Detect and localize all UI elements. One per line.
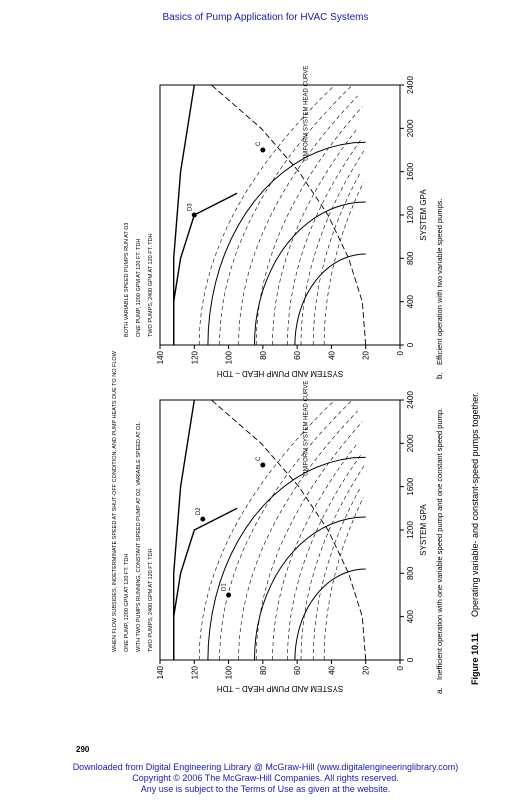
x-tick-label: 1200: [406, 521, 415, 539]
chart-b: 0 400 800 1200 1600 2000 2400 0 20 40 60 80 100 120 14…: [124, 66, 444, 379]
y-axis-label: SYSTEM AND PUMP HEAD – TDH: [217, 684, 344, 693]
x-tick-label: 2000: [406, 434, 415, 452]
x-tick-label: 2000: [406, 119, 415, 137]
subfigure-caption: Efficient operation with two variable sp…: [435, 198, 444, 365]
chart-note: WITH TWO PUMPS RUNNING, CONSTANT SPEED P…: [136, 421, 142, 652]
y-tick-label: 120: [190, 665, 199, 679]
x-tick-label: 400: [406, 294, 415, 308]
figure-number: Figure 10.11: [470, 633, 480, 685]
iso-speed-curve: [300, 149, 365, 346]
iso-speed-curve: [272, 443, 358, 661]
x-tick-label: 1600: [406, 477, 415, 495]
operating-point: [226, 592, 232, 598]
operating-point-label: D2: [196, 507, 202, 515]
footer-line-3: Any use is subject to the Terms of Use a…: [140, 784, 391, 794]
series-line: [173, 399, 195, 660]
x-tick-label: 0: [406, 657, 415, 662]
subfigure-letter: b.: [435, 372, 444, 379]
plot-frame: [159, 399, 401, 661]
efficiency-arc: [294, 253, 366, 346]
chart-note: ONE PUMP, 1200 GPM AT 120 FT. TDH: [136, 239, 142, 337]
iso-speed-curve: [312, 486, 362, 661]
footer-line-2: Copyright © 2006 The McGraw-Hill Compani…: [132, 773, 399, 783]
operating-point-label: D3: [187, 203, 193, 211]
y-tick-label: 140: [156, 665, 165, 679]
efficiency-arc: [254, 201, 366, 346]
iso-speed-curve: [238, 410, 358, 661]
operating-point: [260, 462, 266, 468]
figure-caption: Operating variable- and constant-speed p…: [470, 392, 480, 617]
running-header: Basics of Pump Application for HVAC Syst…: [162, 12, 369, 23]
operating-point-label: C: [256, 456, 262, 461]
series-line: [173, 84, 195, 345]
series-line: [173, 507, 238, 660]
y-tick-label: 140: [156, 350, 165, 364]
system-curve-label: UNIFORM SYSTEM HEAD CURVE: [303, 381, 309, 476]
x-tick-label: 0: [406, 342, 415, 347]
iso-speed-curve: [287, 454, 362, 661]
x-axis-label: SYSTEM GPA: [419, 189, 428, 241]
y-tick-label: 0: [396, 665, 405, 670]
iso-speed-curve: [198, 399, 336, 661]
y-tick-label: 0: [396, 350, 405, 355]
system-curve-label: UNIFORM SYSTEM HEAD CURVE: [303, 66, 309, 161]
iso-speed-curve: [287, 139, 362, 346]
series-line: [211, 399, 367, 661]
operating-point-label: D1: [222, 583, 228, 591]
subfigure-letter: a.: [435, 687, 444, 694]
chart-note: TWO PUMPS, 2400 GPM AT 120 FT. TDH: [148, 548, 154, 652]
chart-note: WHEN FLOW SUBSIDES, INDETERMINATE SPEED …: [112, 350, 118, 652]
y-axis-label: SYSTEM AND PUMP HEAD – TDH: [217, 369, 344, 378]
x-tick-label: 800: [406, 566, 415, 580]
y-tick-label: 20: [362, 665, 371, 674]
series-line: [211, 84, 367, 346]
y-tick-label: 120: [190, 350, 199, 364]
y-tick-label: 100: [225, 350, 234, 364]
chart-note: BOTH VARIABLE SPEED PUMPS RUN AT D3: [124, 223, 130, 337]
y-tick-label: 60: [293, 665, 302, 674]
iso-speed-curve: [238, 95, 358, 346]
y-tick-label: 40: [327, 665, 336, 674]
operating-point-label: C: [256, 141, 262, 146]
chart-a: 0400800120016002000240002040608010012014…: [112, 350, 444, 694]
y-tick-label: 60: [293, 350, 302, 359]
operating-point: [200, 516, 206, 522]
iso-speed-curve: [300, 464, 365, 661]
operating-point: [191, 212, 197, 218]
subfigure-caption: Inefficient operation with one variable …: [435, 408, 444, 680]
x-tick-label: 2400: [406, 76, 415, 94]
iso-speed-curve: [272, 128, 358, 346]
y-tick-label: 80: [259, 350, 268, 359]
x-tick-label: 800: [406, 251, 415, 265]
operating-point: [260, 147, 266, 153]
x-tick-label: 1200: [406, 206, 415, 224]
page-number: 290: [76, 745, 90, 754]
efficiency-arc: [254, 516, 366, 661]
y-tick-label: 100: [225, 665, 234, 679]
efficiency-arc: [207, 141, 366, 346]
efficiency-arc: [294, 568, 366, 661]
footer-line-1: Downloaded from Digital Engineering Libr…: [72, 762, 459, 772]
efficiency-arc: [207, 456, 366, 661]
y-tick-label: 80: [259, 665, 268, 674]
chart-note: ONE PUMP, 1200 GPM AT 120 FT. TDH: [124, 554, 130, 652]
x-tick-label: 2400: [406, 391, 415, 409]
iso-speed-curve: [219, 399, 353, 661]
x-axis-label: SYSTEM GPA: [419, 504, 428, 556]
iso-speed-curve: [198, 84, 336, 346]
y-tick-label: 20: [362, 350, 371, 359]
iso-speed-curve: [219, 84, 353, 346]
y-tick-label: 40: [327, 350, 336, 359]
x-tick-label: 1600: [406, 162, 415, 180]
series-line: [173, 192, 238, 345]
x-tick-label: 400: [406, 609, 415, 623]
chart-note: TWO PUMPS, 2400 GPM AT 120 FT. TDH: [148, 233, 154, 337]
iso-speed-curve: [312, 171, 362, 346]
